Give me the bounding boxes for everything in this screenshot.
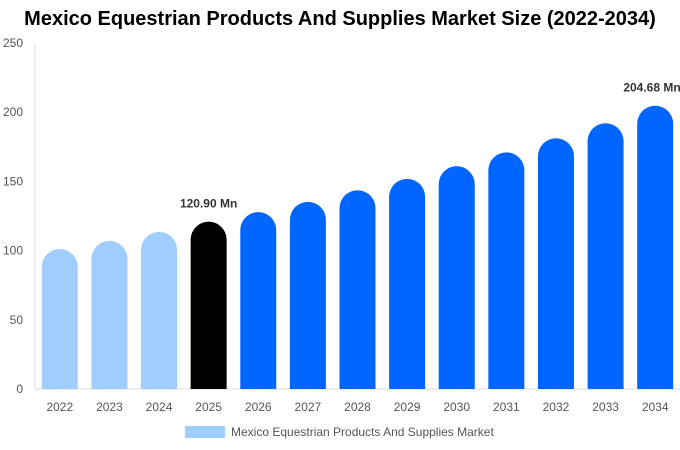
bar-2032	[537, 138, 574, 389]
bar-2029	[389, 178, 426, 389]
y-tick-label: 250	[3, 36, 23, 50]
bar-2025	[190, 221, 227, 389]
chart-title: Mexico Equestrian Products And Supplies …	[24, 8, 656, 30]
y-tick-label: 50	[10, 313, 24, 327]
bar-2023	[91, 240, 128, 389]
legend-label: Mexico Equestrian Products And Supplies …	[231, 425, 494, 439]
legend-swatch	[185, 426, 225, 438]
x-tick-label: 2023	[96, 400, 123, 414]
data-label-2034: 204.68 Mn	[623, 81, 680, 95]
legend: Mexico Equestrian Products And Supplies …	[185, 425, 494, 439]
x-tick-label: 2034	[642, 400, 669, 414]
bar-2031	[488, 152, 525, 389]
x-tick-label: 2030	[443, 400, 470, 414]
x-tick-label: 2028	[344, 400, 371, 414]
x-tick-label: 2026	[245, 400, 272, 414]
bar-2026	[240, 212, 277, 389]
bar-2027	[289, 201, 326, 389]
y-tick-label: 0	[16, 382, 23, 396]
x-tick-label: 2022	[46, 400, 73, 414]
bar-2030	[438, 166, 475, 389]
bar-chart: 0 50 100 150 200 250 2022 2023 2024 2025 120.90 Mn…	[3, 36, 680, 414]
data-label-2025: 120.90 Mn	[180, 197, 237, 211]
bar-2033	[587, 123, 624, 389]
bar-2028	[339, 190, 376, 389]
x-tick-label: 2027	[295, 400, 322, 414]
x-tick-label: 2029	[394, 400, 421, 414]
bar-2034	[637, 105, 674, 390]
bar-2024	[141, 231, 178, 389]
x-tick-label: 2031	[493, 400, 520, 414]
y-tick-label: 200	[3, 105, 23, 119]
x-tick-label: 2024	[146, 400, 173, 414]
y-tick-label: 150	[3, 174, 23, 188]
x-tick-label: 2032	[543, 400, 570, 414]
y-tick-label: 100	[3, 244, 23, 258]
bar-2022	[41, 248, 78, 389]
x-tick-label: 2033	[592, 400, 619, 414]
x-tick-label: 2025	[195, 400, 222, 414]
